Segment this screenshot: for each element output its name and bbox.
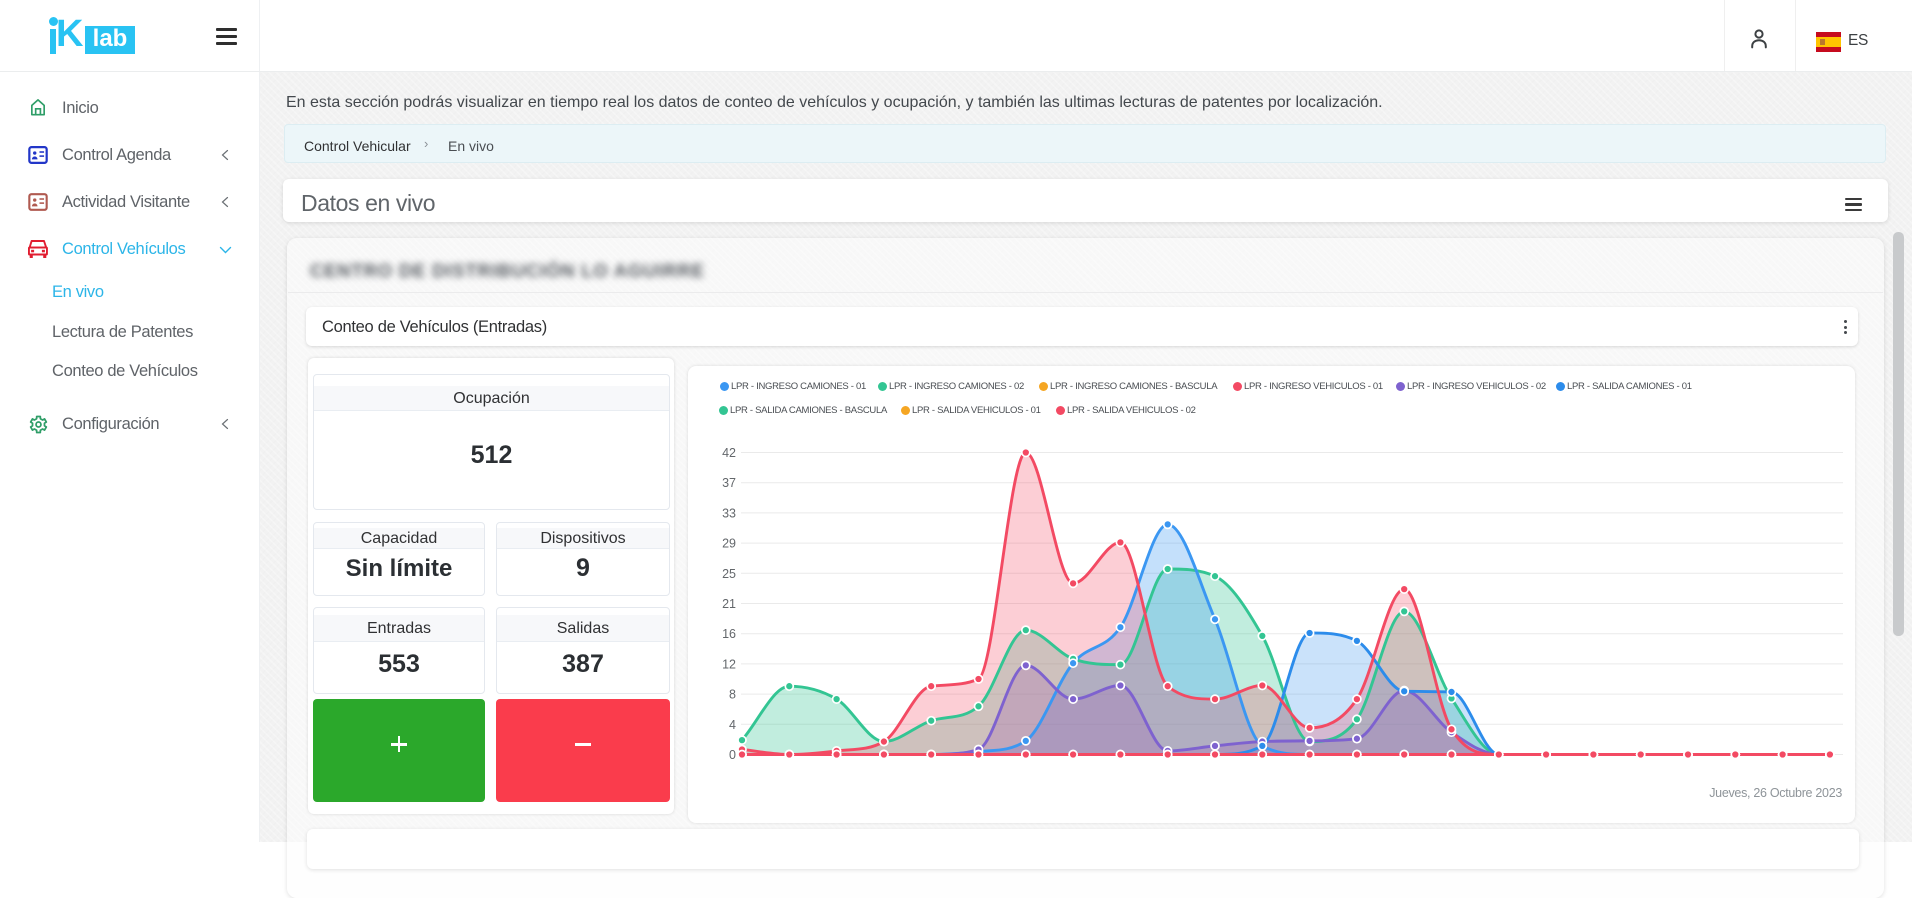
svg-text:37: 37 xyxy=(722,476,736,490)
svg-text:42: 42 xyxy=(722,446,736,460)
svg-text:25: 25 xyxy=(722,567,736,581)
svg-text:4: 4 xyxy=(729,718,736,732)
svg-text:21: 21 xyxy=(722,597,736,611)
svg-text:8: 8 xyxy=(729,688,736,702)
svg-text:16: 16 xyxy=(722,627,736,641)
svg-text:33: 33 xyxy=(722,506,736,520)
svg-text:29: 29 xyxy=(722,537,736,551)
svg-text:0: 0 xyxy=(729,748,736,762)
svg-text:12: 12 xyxy=(722,657,736,671)
